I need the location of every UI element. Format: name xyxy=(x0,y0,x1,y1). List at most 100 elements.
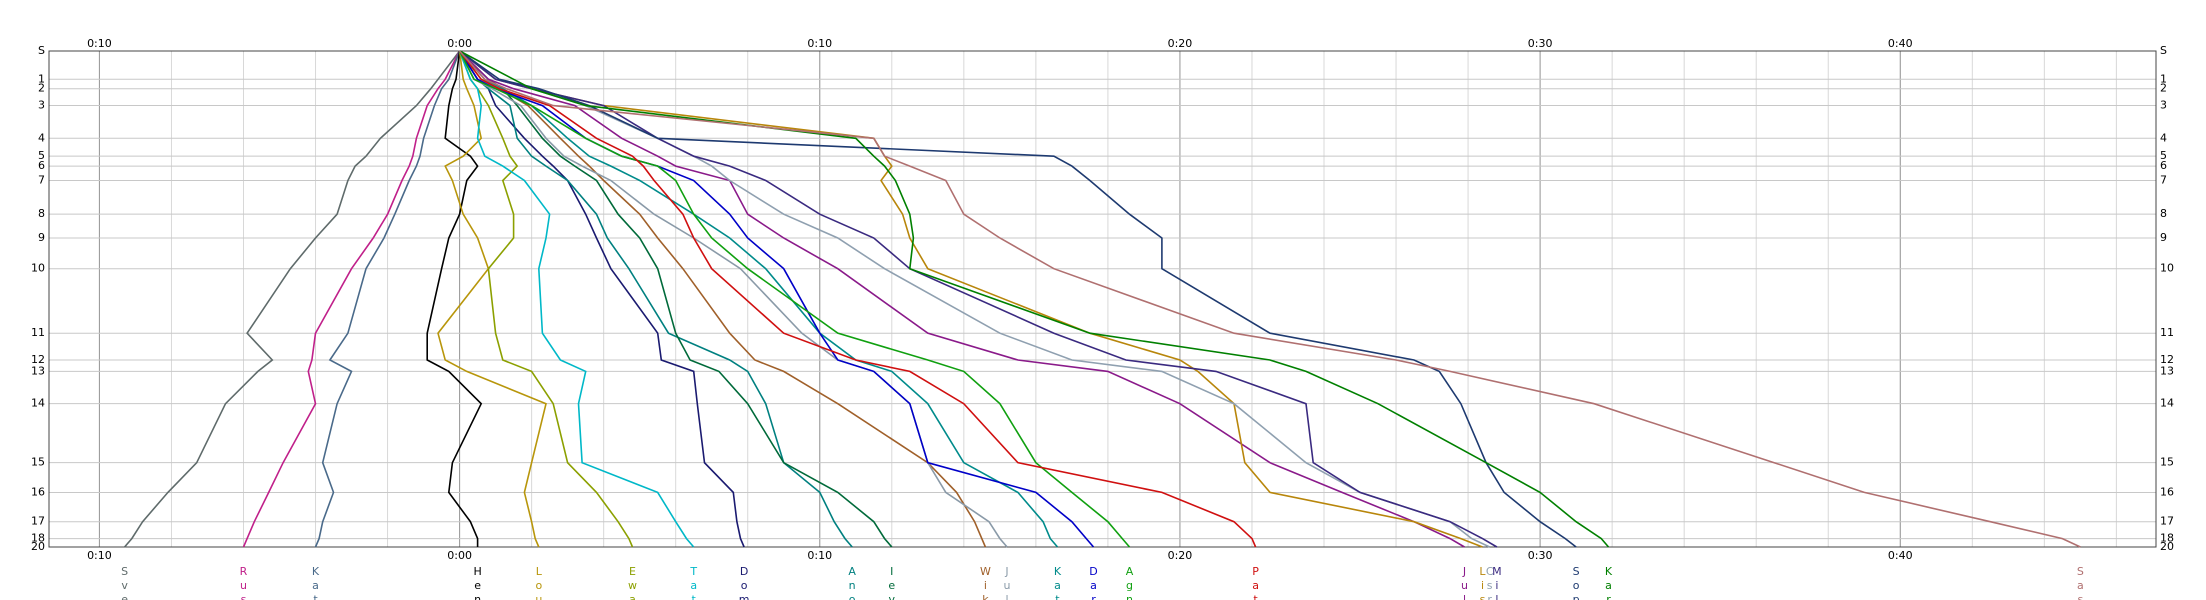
y-tick-label: 9 xyxy=(38,231,45,244)
runner-name: Dom xyxy=(738,565,751,600)
x-tick-label: 0:10 xyxy=(807,37,832,50)
y-tick-label: S xyxy=(38,44,45,57)
y-tick-label: 11 xyxy=(31,326,45,339)
runner-name: Csr xyxy=(1483,565,1496,600)
y-tick-label: 10 xyxy=(2160,262,2174,275)
y-tick-label: 8 xyxy=(38,207,45,220)
x-tick-label: 0:00 xyxy=(447,37,472,50)
y-tick-label: 6 xyxy=(38,159,45,172)
runner-line xyxy=(459,50,893,548)
y-tick-label: 6 xyxy=(2160,159,2167,172)
runner-line xyxy=(458,50,695,548)
runner-name: Dar xyxy=(1087,565,1100,600)
runner-line xyxy=(459,50,1491,548)
y-tick-label: 2 xyxy=(2160,82,2167,95)
y-tick-label: 4 xyxy=(2160,131,2167,144)
runner-line xyxy=(458,50,634,548)
y-tick-label: 7 xyxy=(2160,173,2167,186)
runner-line xyxy=(437,50,547,548)
plot-frame xyxy=(48,50,2157,548)
y-tick-label: 8 xyxy=(2160,207,2167,220)
runner-line xyxy=(458,50,1008,548)
runner-line xyxy=(459,50,1483,548)
y-tick-label: 16 xyxy=(2160,485,2174,498)
runner-name: Kar xyxy=(1602,565,1615,600)
runner-line xyxy=(459,50,1498,548)
y-tick-label: 16 xyxy=(31,485,45,498)
runner-name: Mil xyxy=(1490,565,1503,600)
y-tick-label: 11 xyxy=(2160,326,2174,339)
y-tick-label: 12 xyxy=(2160,353,2174,366)
y-tick-label: 5 xyxy=(38,149,45,162)
runner-line xyxy=(458,50,1095,548)
y-tick-label: 17 xyxy=(2160,515,2174,528)
runner-name: Hen xyxy=(471,565,484,600)
y-tick-label: 9 xyxy=(2160,231,2167,244)
runner-line xyxy=(458,50,1131,548)
runner-line xyxy=(426,50,483,547)
runner-name: Sop xyxy=(1570,565,1583,600)
runner-line xyxy=(458,50,987,548)
runner-name: Kat xyxy=(309,565,322,600)
runner-name: Agn xyxy=(1123,565,1136,600)
runner-name: Iev xyxy=(885,565,898,600)
runner-name: Sas xyxy=(2074,565,2087,600)
x-tick-label: 0:10 xyxy=(87,549,112,562)
runner-name: Kat xyxy=(1051,565,1064,600)
x-tick-label: 0:40 xyxy=(1888,37,1913,50)
runner-name: Rus xyxy=(237,565,250,600)
runner-line xyxy=(314,50,461,548)
y-tick-label: S xyxy=(2160,44,2167,57)
runner-name: Jul xyxy=(1458,565,1471,600)
runner-line xyxy=(458,50,745,548)
runner-line xyxy=(459,50,1577,548)
runner-name: Wik xyxy=(979,565,992,600)
runner-name: Tat xyxy=(687,565,700,600)
y-tick-label: 1 xyxy=(38,72,45,85)
runner-name: Pat xyxy=(1249,565,1262,600)
x-tick-label: 0:00 xyxy=(447,549,472,562)
y-tick-label: 12 xyxy=(31,353,45,366)
x-tick-label: 0:30 xyxy=(1528,37,1553,50)
runner-name: Ano xyxy=(846,565,859,600)
runner-line xyxy=(242,50,461,548)
y-tick-label: 4 xyxy=(38,131,45,144)
runner-name: Ewa xyxy=(626,565,639,600)
x-tick-label: 0:10 xyxy=(87,37,112,50)
runner-line xyxy=(459,50,2081,548)
x-tick-label: 0:10 xyxy=(807,549,832,562)
y-tick-label: 1 xyxy=(2160,72,2167,85)
y-tick-label: 3 xyxy=(2160,99,2167,112)
y-tick-label: 14 xyxy=(31,397,45,410)
x-tick-label: 0:40 xyxy=(1888,549,1913,562)
runner-line xyxy=(459,50,1610,548)
y-tick-label: 5 xyxy=(2160,149,2167,162)
runner-line xyxy=(458,50,1257,548)
runner-name: Lis xyxy=(1476,565,1489,600)
y-tick-label: 10 xyxy=(31,262,45,275)
y-tick-label: 18 xyxy=(31,532,45,545)
runner-line xyxy=(458,50,853,548)
runner-name: Sve xyxy=(118,565,131,600)
runner-name: Lou xyxy=(532,565,545,600)
y-tick-label: 7 xyxy=(38,173,45,186)
x-tick-label: 0:30 xyxy=(1528,549,1553,562)
y-tick-label: 15 xyxy=(31,456,45,469)
y-tick-label: 13 xyxy=(31,364,45,377)
x-tick-label: 0:20 xyxy=(1168,549,1193,562)
y-tick-label: 20 xyxy=(2160,540,2174,553)
y-tick-label: 20 xyxy=(31,540,45,553)
y-tick-label: 13 xyxy=(2160,364,2174,377)
y-tick-label: 2 xyxy=(38,82,45,95)
y-tick-label: 17 xyxy=(31,515,45,528)
y-tick-label: 18 xyxy=(2160,532,2174,545)
x-tick-label: 0:20 xyxy=(1168,37,1193,50)
y-tick-label: 15 xyxy=(2160,456,2174,469)
runner-line xyxy=(123,50,461,548)
y-tick-label: 14 xyxy=(2160,397,2174,410)
y-tick-label: 3 xyxy=(38,99,45,112)
runner-line xyxy=(459,50,1059,548)
runner-line xyxy=(459,50,1465,548)
runner-name: Jul xyxy=(1001,565,1014,600)
